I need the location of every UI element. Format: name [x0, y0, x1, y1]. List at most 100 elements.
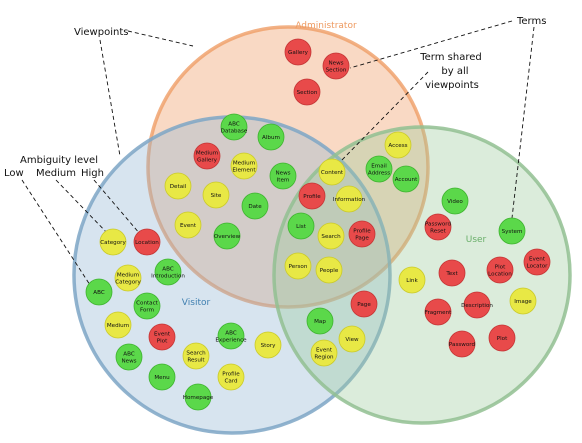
term-label: Plot	[495, 265, 506, 271]
term-label: Address	[368, 170, 390, 176]
term-view: View	[338, 325, 366, 353]
term-label: News	[328, 61, 343, 67]
ambiguity-low-label: Low	[4, 168, 24, 179]
term-system: System	[498, 217, 526, 245]
ambiguity-high-label: High	[81, 168, 104, 179]
term-bubble-high	[293, 78, 321, 106]
term-bubble-high	[322, 52, 350, 80]
administrator-label: Administrator	[295, 21, 357, 31]
term-search: Search	[317, 222, 345, 250]
term-bubble-low	[310, 339, 338, 367]
term-label: Medium	[107, 323, 129, 329]
term-bubble-high	[348, 220, 376, 248]
term-bubble-high	[488, 324, 516, 352]
term-content: Content	[318, 158, 346, 186]
term-label: Plot	[497, 336, 508, 342]
term-label: Password	[425, 222, 452, 228]
term-menu: Menu	[148, 363, 176, 391]
term-list: List	[287, 212, 315, 240]
term-bubble-medium	[498, 217, 526, 245]
term-shared-line-3: viewpoints	[425, 80, 479, 91]
term-label: Account	[395, 177, 418, 183]
term-label: Form	[140, 307, 154, 313]
visitor-label: Visitor	[182, 298, 211, 308]
term-label: Profile	[222, 372, 240, 378]
term-bubble-high	[463, 291, 491, 319]
term-bubble-medium	[392, 165, 420, 193]
term-section: Section	[293, 78, 321, 106]
ambiguity-level-title: Ambiguity level	[20, 155, 98, 166]
term-label: ABC	[225, 331, 237, 337]
term-bubble-medium	[220, 113, 248, 141]
term-label: Element	[232, 167, 256, 173]
term-bubble-medium	[184, 383, 212, 411]
term-label: Result	[187, 357, 205, 363]
term-bubble-medium	[287, 212, 315, 240]
term-access: Access	[384, 131, 412, 159]
term-bubble-medium	[241, 192, 269, 220]
term-bubble-low	[230, 152, 258, 180]
term-label: Location	[488, 271, 512, 277]
term-label: ABC	[162, 267, 174, 273]
term-bubble-high	[424, 298, 452, 326]
term-bubble-high	[133, 228, 161, 256]
term-label: Text	[445, 271, 458, 277]
term-bubble-low	[202, 181, 230, 209]
term-bubble-medium	[257, 123, 285, 151]
term-label: Section	[326, 67, 347, 73]
term-link: Link	[398, 266, 426, 294]
term-label: Password	[449, 342, 476, 348]
term-label: Date	[248, 204, 262, 210]
term-bubble-high	[438, 259, 466, 287]
term-bubble-low	[335, 185, 363, 213]
term-label: Gallery	[288, 50, 309, 56]
term-plot: Plot	[488, 324, 516, 352]
term-profile: Profile	[298, 182, 326, 210]
term-label: Reset	[430, 228, 446, 234]
term-label: ABC	[93, 290, 105, 296]
term-site: Site	[202, 181, 230, 209]
term-label: Locator	[527, 263, 549, 269]
term-bubble-medium	[365, 155, 393, 183]
term-medium: Medium	[104, 311, 132, 339]
terms-leader-news-section	[349, 20, 513, 69]
term-label: Section	[297, 90, 318, 96]
ambiguity-medium-leader	[55, 179, 111, 237]
term-label: Event	[154, 332, 171, 338]
term-bubble-low	[99, 228, 127, 256]
term-shared-line-2: by all	[441, 66, 468, 77]
term-label: Search	[321, 234, 341, 240]
term-gallery: Gallery	[284, 38, 312, 66]
term-overview: Overview	[213, 222, 241, 250]
term-bubbles: GalleryNewsSectionSectionABCDatabaseAlbu…	[85, 38, 551, 411]
term-label: Page	[357, 302, 371, 308]
ambiguity-medium-label: Medium	[36, 168, 76, 179]
term-bubble-high	[148, 323, 176, 351]
term-bubble-high	[448, 330, 476, 358]
term-account: Account	[392, 165, 420, 193]
term-bubble-high	[486, 256, 514, 284]
term-bubble-low	[217, 363, 245, 391]
term-label: Access	[388, 143, 407, 149]
term-label: Person	[289, 264, 308, 270]
term-label: Search	[186, 351, 206, 357]
term-label: Location	[135, 240, 159, 246]
term-label: Event	[529, 257, 546, 263]
term-password: Password	[448, 330, 476, 358]
term-label: People	[320, 268, 339, 274]
term-label: Category	[100, 240, 126, 246]
term-label: Medium	[233, 161, 255, 167]
term-bubble-medium	[306, 307, 334, 335]
term-label: Link	[406, 278, 418, 284]
term-story: Story	[254, 331, 282, 359]
term-bubble-low	[284, 252, 312, 280]
term-label: Story	[261, 343, 276, 349]
